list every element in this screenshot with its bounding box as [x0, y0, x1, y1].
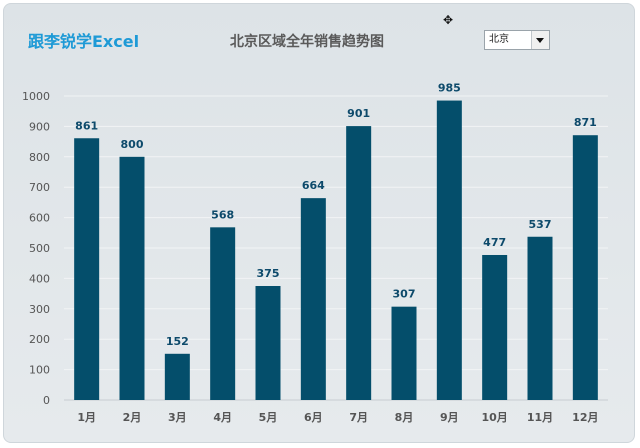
bar	[572, 135, 598, 400]
x-tick-label: 8月	[395, 411, 414, 424]
data-label: 800	[121, 138, 144, 151]
bar	[74, 138, 100, 401]
data-label: 871	[574, 116, 597, 129]
x-tick-label: 5月	[259, 411, 278, 424]
bar-chart: 0 100 200 300 400 500 600 700 800 900 1000 861 1月 800…	[22, 82, 608, 424]
bar	[164, 353, 190, 400]
bar	[391, 306, 417, 400]
bar	[210, 227, 236, 400]
bar	[482, 254, 508, 400]
chevron-down-icon[interactable]	[531, 31, 549, 49]
data-label: 307	[393, 288, 416, 301]
y-tick-label: 700	[29, 181, 50, 194]
x-tick-label: 1月	[77, 411, 96, 424]
data-label: 568	[211, 208, 234, 221]
bar	[300, 198, 326, 400]
bar	[255, 286, 281, 400]
x-tick-label: 3月	[168, 411, 187, 424]
data-label: 901	[347, 107, 370, 120]
y-tick-label: 200	[29, 333, 50, 346]
chart-title: 北京区域全年销售趋势图	[230, 34, 384, 50]
x-tick-label: 6月	[304, 411, 323, 424]
bar	[346, 126, 372, 400]
data-label: 861	[75, 119, 98, 132]
x-tick-label: 7月	[349, 411, 368, 424]
y-tick-label: 1000	[22, 90, 50, 103]
x-tick-label: 4月	[213, 411, 232, 424]
bar	[436, 100, 462, 400]
data-label: 537	[529, 218, 552, 231]
brand-label: 跟李锐学Excel	[28, 32, 140, 51]
x-tick-label: 10月	[482, 411, 508, 424]
x-tick-label: 12月	[572, 411, 598, 424]
chart-card: 跟李锐学Excel 北京区域全年销售趋势图 北京 ✥ 0 100 200 300 400…	[3, 3, 635, 443]
x-tick-label: 2月	[123, 411, 142, 424]
bar	[527, 236, 553, 400]
bar	[119, 156, 145, 400]
data-label: 375	[257, 267, 280, 280]
y-tick-label: 600	[29, 212, 50, 225]
data-label: 664	[302, 179, 325, 192]
y-tick-label: 500	[29, 242, 50, 255]
data-label: 477	[483, 236, 506, 249]
y-tick-label: 100	[29, 364, 50, 377]
y-tick-label: 300	[29, 303, 50, 316]
data-label: 985	[438, 82, 461, 95]
y-tick-label: 0	[43, 394, 50, 407]
x-tick-label: 11月	[527, 411, 553, 424]
x-tick-label: 9月	[440, 411, 459, 424]
y-tick-label: 400	[29, 272, 50, 285]
region-select-value: 北京	[489, 34, 509, 45]
data-label: 152	[166, 335, 189, 348]
y-tick-label: 800	[29, 151, 50, 164]
region-select[interactable]: 北京	[484, 30, 550, 50]
y-tick-label: 900	[29, 120, 50, 133]
move-cursor-icon: ✥	[442, 13, 454, 27]
